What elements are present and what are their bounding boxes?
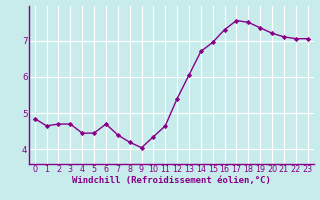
X-axis label: Windchill (Refroidissement éolien,°C): Windchill (Refroidissement éolien,°C) [72,176,271,185]
